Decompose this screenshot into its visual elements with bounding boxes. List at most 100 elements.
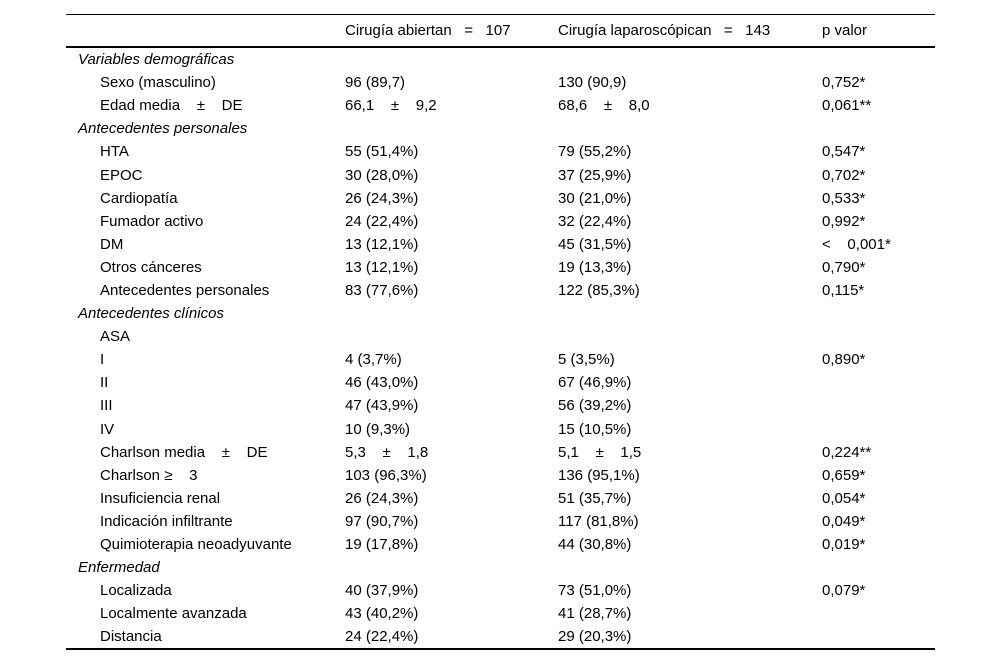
open-surgery-value: 24 (22,4%) [345, 628, 419, 646]
section-label: Enfermedad [78, 559, 160, 577]
table-row: Variables demográficas [66, 48, 935, 71]
laparoscopic-surgery-value: 30 (21,0%) [558, 189, 632, 207]
table-row: Localizada 40 (37,9%) 73 (51,0%) 0,079* [66, 579, 935, 602]
section-label: Antecedentes clínicos [78, 305, 224, 323]
p-value: 0,079* [822, 582, 866, 600]
header-p-value: p valor [822, 22, 868, 39]
p-value: 0,659* [822, 466, 866, 484]
p-value: 0,019* [822, 536, 866, 554]
table-row: Antecedentes personales 83 (77,6%) 122 (… [66, 279, 935, 302]
laparoscopic-surgery-value: 5,1 ± 1,5 [558, 443, 642, 461]
laparoscopic-surgery-value: 117 (81,8%) [558, 512, 639, 530]
open-surgery-value: 26 (24,3%) [345, 189, 419, 207]
table-row: Insuficiencia renal 26 (24,3%) 51 (35,7%… [66, 487, 935, 510]
row-label: Localizada [100, 582, 172, 600]
row-label: Antecedentes personales [100, 281, 270, 299]
laparoscopic-surgery-value: 44 (30,8%) [558, 536, 632, 554]
open-surgery-value: 55 (51,4%) [345, 143, 419, 161]
open-surgery-value: 24 (22,4%) [345, 212, 419, 230]
open-surgery-value: 4 (3,7%) [345, 351, 402, 369]
row-label: I [100, 351, 105, 369]
row-label: III [100, 397, 113, 415]
table-row: Fumador activo 24 (22,4%) 32 (22,4%) 0,9… [66, 210, 935, 233]
open-surgery-value: 43 (40,2%) [345, 605, 419, 623]
p-value: 0,533* [822, 189, 866, 207]
row-label: Cardiopatía [100, 189, 178, 207]
p-value: 0,049* [822, 512, 866, 530]
laparoscopic-surgery-value: 122 (85,3%) [558, 281, 640, 299]
p-value: 0,790* [822, 258, 866, 276]
table-row: III 47 (43,9%) 56 (39,2%) [66, 394, 935, 417]
row-label: EPOC [100, 166, 143, 184]
row-label: Insuficiencia renal [100, 489, 221, 507]
row-label: ASA [100, 328, 131, 346]
p-value: < 0,001* [822, 235, 891, 253]
row-label: Distancia [100, 628, 162, 646]
table-row: Localmente avanzada 43 (40,2%) 41 (28,7%… [66, 602, 935, 625]
laparoscopic-surgery-value: 56 (39,2%) [558, 397, 632, 415]
p-value: 0,054* [822, 489, 866, 507]
laparoscopic-surgery-value: 37 (25,9%) [558, 166, 632, 184]
table-row: Cardiopatía 26 (24,3%) 30 (21,0%) 0,533* [66, 187, 935, 210]
row-label: Charlson media ± DE [100, 443, 268, 461]
row-label: II [100, 374, 109, 392]
header-open-surgery: Cirugía abiertan = 107 [345, 22, 511, 39]
table-row: Charlson media ± DE 5,3 ± 1,8 5,1 ± 1,5 … [66, 441, 935, 464]
table-row: ASA [66, 325, 935, 348]
row-label: Localmente avanzada [100, 605, 247, 623]
open-surgery-value: 26 (24,3%) [345, 489, 419, 507]
table-body: Variables demográficas Sexo (masculino) … [66, 48, 935, 651]
laparoscopic-surgery-value: 79 (55,2%) [558, 143, 632, 161]
table-row: Edad media ± DE 66,1 ± 9,2 68,6 ± 8,0 0,… [66, 94, 935, 117]
p-value: 0,547* [822, 143, 866, 161]
row-label: HTA [100, 143, 129, 161]
laparoscopic-surgery-value: 15 (10,5%) [558, 420, 632, 438]
laparoscopic-surgery-value: 130 (90,9) [558, 74, 627, 92]
open-surgery-value: 83 (77,6%) [345, 281, 419, 299]
p-value: 0,224** [822, 443, 872, 461]
laparoscopic-surgery-value: 68,6 ± 8,0 [558, 97, 650, 115]
table-row: I 4 (3,7%) 5 (3,5%) 0,890* [66, 348, 935, 371]
table-row: Enfermedad [66, 556, 935, 579]
laparoscopic-surgery-value: 67 (46,9%) [558, 374, 632, 392]
row-label: Quimioterapia neoadyuvante [100, 536, 292, 554]
table-row: Antecedentes personales [66, 117, 935, 140]
open-surgery-value: 13 (12,1%) [345, 258, 419, 276]
table-row: Otros cánceres 13 (12,1%) 19 (13,3%) 0,7… [66, 256, 935, 279]
table-row: DM 13 (12,1%) 45 (31,5%) < 0,001* [66, 233, 935, 256]
open-surgery-value: 30 (28,0%) [345, 166, 419, 184]
open-surgery-value: 40 (37,9%) [345, 582, 419, 600]
row-label: IV [100, 420, 115, 438]
open-surgery-value: 10 (9,3%) [345, 420, 411, 438]
table-row: Distancia 24 (22,4%) 29 (20,3%) [66, 625, 935, 648]
table-row: II 46 (43,0%) 67 (46,9%) [66, 371, 935, 394]
open-surgery-value: 66,1 ± 9,2 [345, 97, 437, 115]
laparoscopic-surgery-value: 45 (31,5%) [558, 235, 632, 253]
table-row: Quimioterapia neoadyuvante 19 (17,8%) 44… [66, 533, 935, 556]
laparoscopic-surgery-value: 5 (3,5%) [558, 351, 615, 369]
p-value: 0,890* [822, 351, 866, 369]
header-laparoscopic-surgery: Cirugía laparoscópican = 143 [558, 22, 771, 39]
open-surgery-value: 47 (43,9%) [345, 397, 419, 415]
laparoscopic-surgery-value: 41 (28,7%) [558, 605, 632, 623]
laparoscopic-surgery-value: 32 (22,4%) [558, 212, 632, 230]
table-row: Indicación infiltrante 97 (90,7%) 117 (8… [66, 510, 935, 533]
open-surgery-value: 5,3 ± 1,8 [345, 443, 429, 461]
row-label: DM [100, 235, 124, 253]
row-label: Otros cánceres [100, 258, 202, 276]
laparoscopic-surgery-value: 73 (51,0%) [558, 582, 632, 600]
open-surgery-value: 46 (43,0%) [345, 374, 419, 392]
p-value: 0,702* [822, 166, 866, 184]
table-row: Sexo (masculino) 96 (89,7) 130 (90,9) 0,… [66, 71, 935, 94]
row-label: Edad media ± DE [100, 97, 243, 115]
section-label: Antecedentes personales [78, 120, 248, 138]
table-row: Charlson ≥ 3 103 (96,3%) 136 (95,1%) 0,6… [66, 464, 935, 487]
table-row: EPOC 30 (28,0%) 37 (25,9%) 0,702* [66, 163, 935, 186]
table-header: Cirugía abiertan = 107 Cirugía laparoscó… [66, 14, 935, 48]
section-label: Variables demográficas [78, 51, 235, 69]
row-label: Sexo (masculino) [100, 74, 216, 92]
p-value: 0,992* [822, 212, 866, 230]
comparison-table: Cirugía abiertan = 107 Cirugía laparoscó… [66, 14, 935, 651]
table-row: Antecedentes clínicos [66, 302, 935, 325]
open-surgery-value: 19 (17,8%) [345, 536, 419, 554]
